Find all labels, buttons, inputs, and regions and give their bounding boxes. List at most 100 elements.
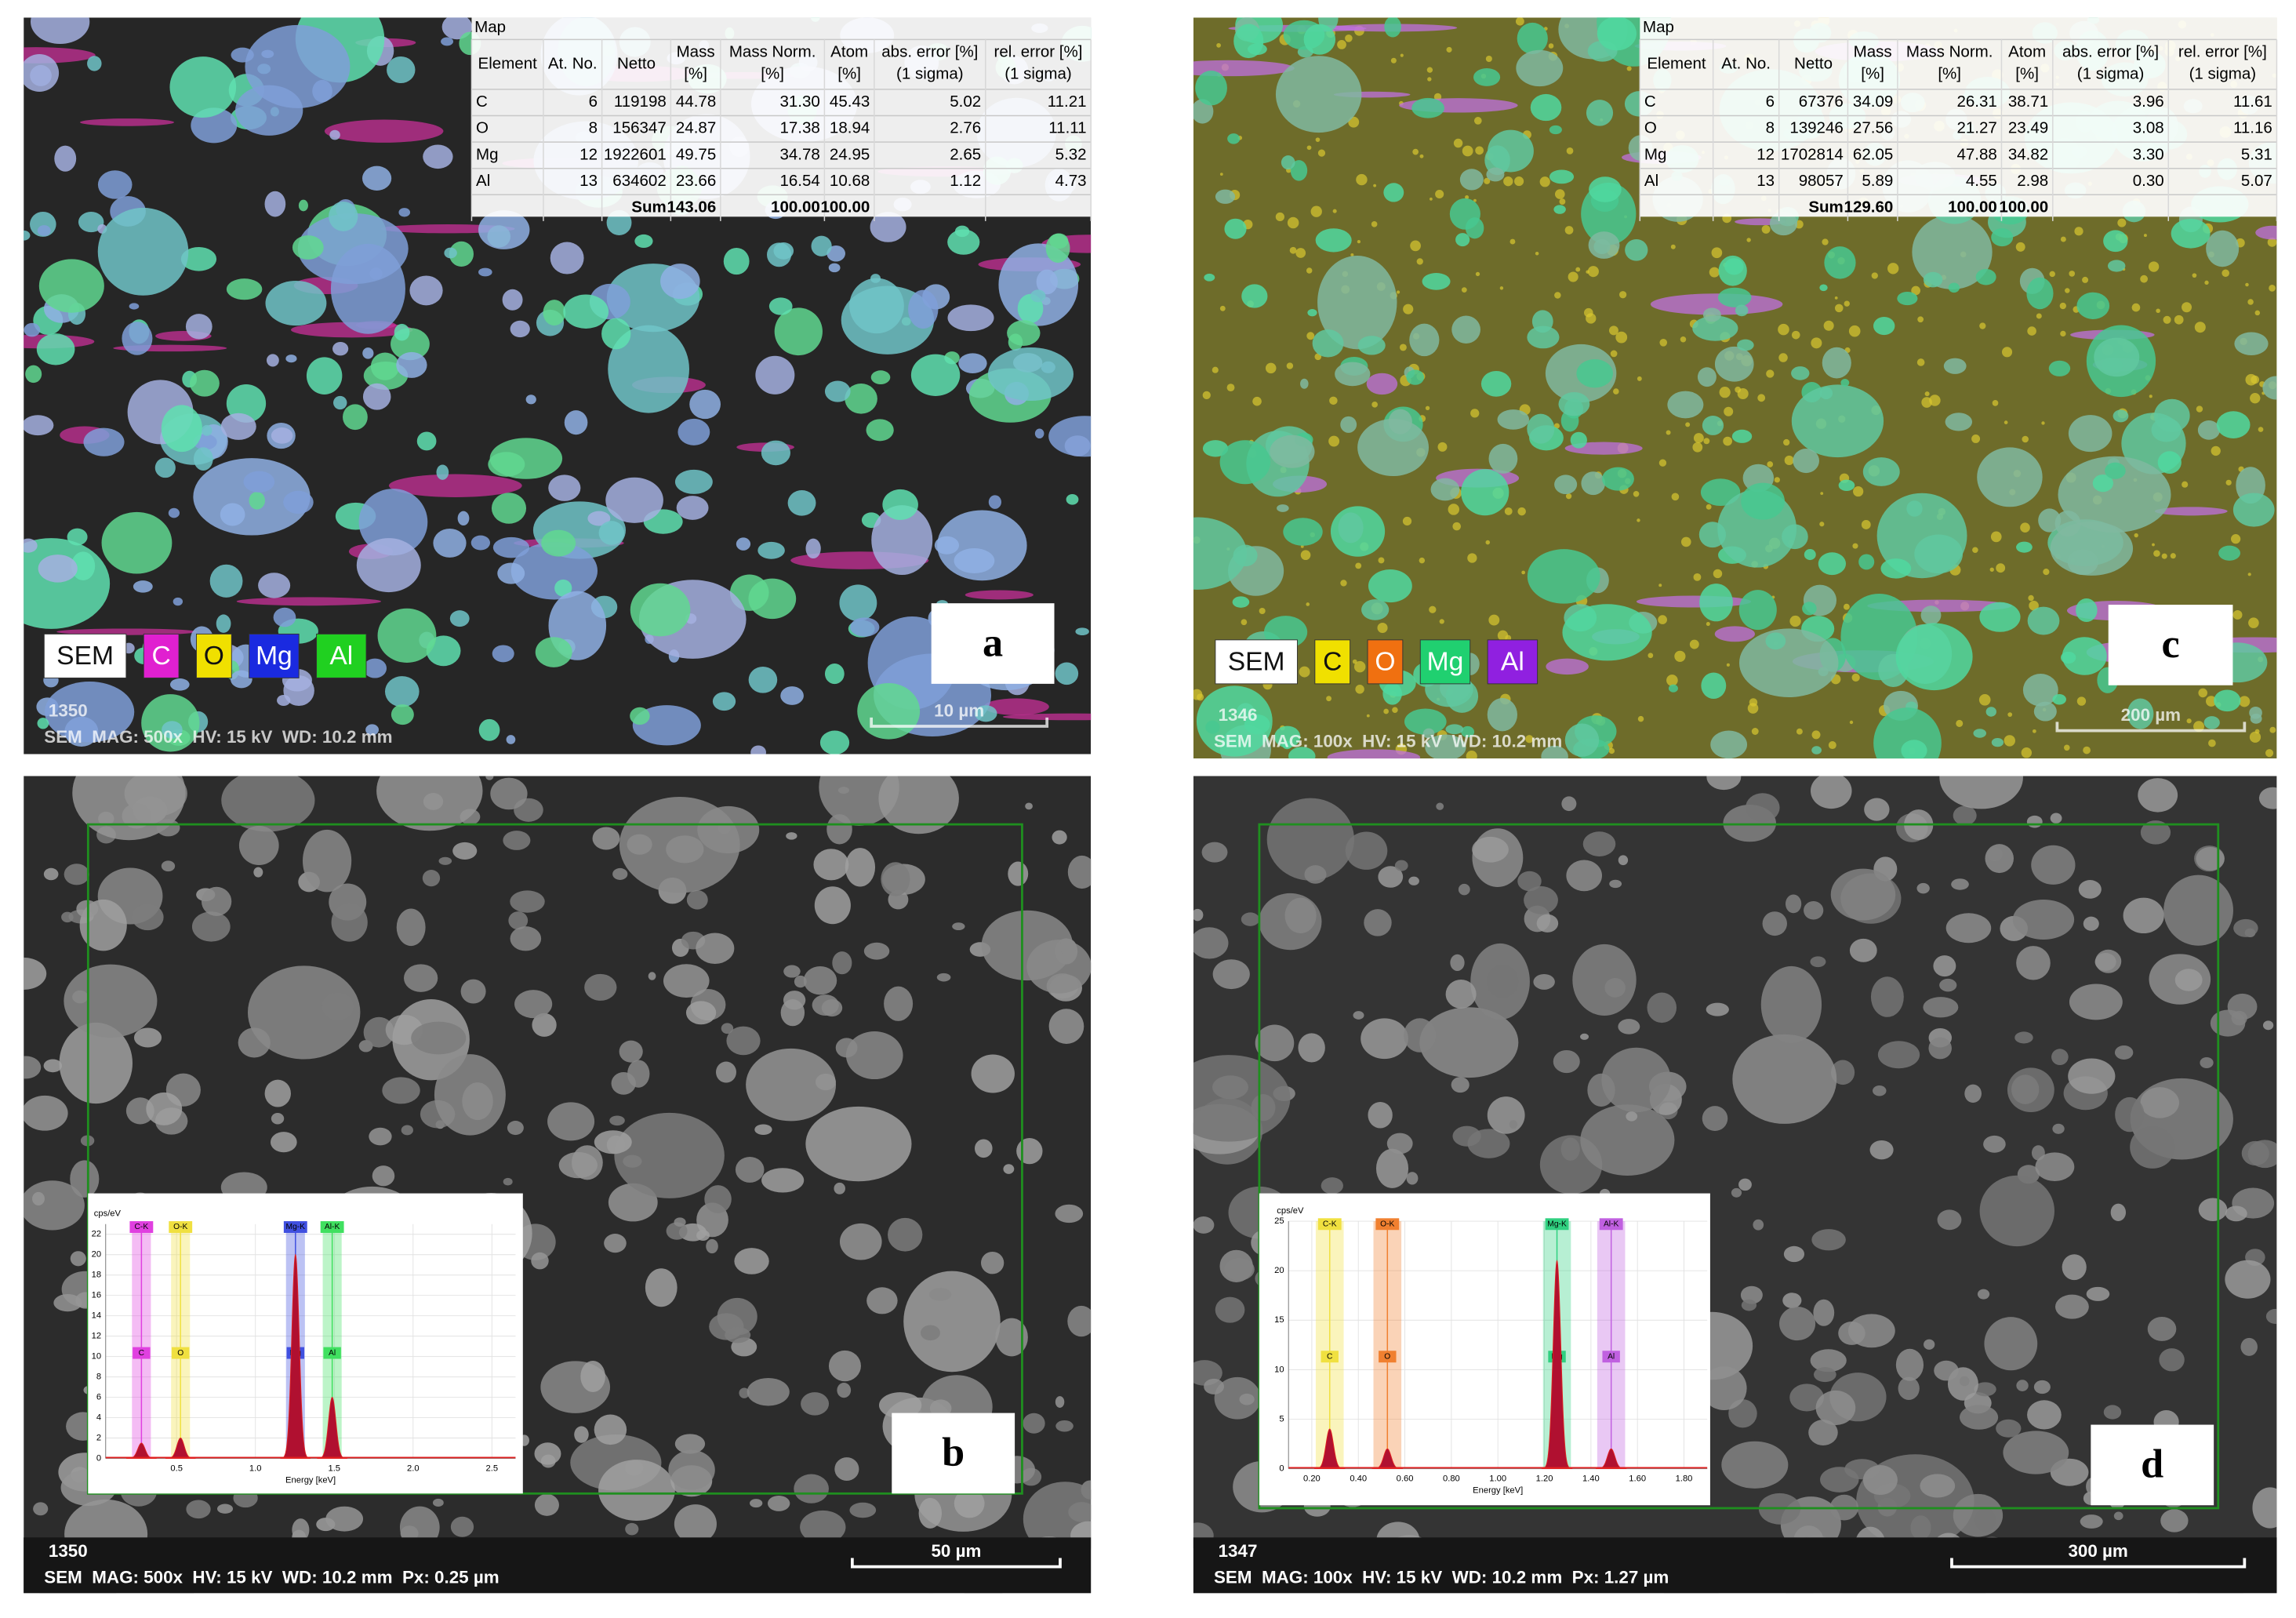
speckle [1295, 248, 1306, 258]
particle [2249, 706, 2262, 719]
particle [748, 666, 778, 693]
particle [974, 705, 997, 722]
table-cell: 5.32 [1055, 145, 1087, 163]
particle [1811, 746, 1822, 754]
particle [780, 686, 804, 705]
particle [748, 578, 797, 620]
particle [543, 300, 566, 326]
particle [1808, 1420, 1838, 1445]
particle [370, 352, 400, 380]
particle [1288, 747, 1316, 759]
particle [238, 825, 279, 865]
speckle [1497, 630, 1509, 641]
particle [987, 347, 1074, 402]
particle [1536, 914, 1559, 933]
particle [750, 1499, 763, 1508]
peak-tag [323, 1347, 341, 1359]
particle [2198, 1198, 2228, 1221]
particle [674, 1434, 706, 1454]
speckle [1565, 493, 1572, 500]
particle [1974, 1507, 1996, 1533]
speckle [1724, 406, 1734, 416]
particle [1408, 876, 1419, 885]
particle [1618, 1019, 1640, 1034]
particle [1831, 1060, 1855, 1085]
particle [2094, 337, 2140, 377]
analysis-region [1258, 823, 2220, 1510]
speckle [1425, 405, 1430, 410]
particle [258, 573, 291, 598]
particle [715, 1061, 736, 1083]
speckle [2254, 729, 2260, 734]
speckle [1819, 522, 1825, 527]
table-header: Netto [1794, 55, 1833, 73]
speckle [1693, 433, 1704, 443]
particle [433, 528, 467, 558]
speckle [1399, 344, 1407, 351]
table-header: [%] [684, 65, 707, 83]
table-cell: 6 [1766, 93, 1775, 111]
speckle [1202, 391, 1211, 400]
particle [422, 870, 441, 887]
speckle [2247, 299, 2254, 305]
particle [866, 1287, 898, 1314]
speckle [2027, 326, 2036, 336]
speckle [1419, 557, 1426, 564]
particle [1668, 684, 1678, 693]
particle [376, 776, 483, 831]
particle [1819, 387, 1833, 400]
particle [189, 369, 220, 397]
table-cell: 2.65 [950, 145, 981, 163]
particle [1445, 979, 1477, 1009]
particle [2127, 698, 2154, 729]
particle [834, 1457, 859, 1482]
particle [2086, 1286, 2110, 1301]
speckle [2060, 330, 2066, 337]
table-cell: 45.43 [830, 93, 870, 111]
particle [936, 973, 951, 982]
particle [1738, 1178, 1752, 1191]
particle [774, 307, 823, 356]
speckle [2117, 218, 2127, 227]
speckle [2247, 573, 2251, 576]
particle [38, 259, 104, 313]
particle [1824, 246, 1856, 279]
particle [54, 145, 77, 172]
particle [436, 464, 449, 480]
particle [2225, 1205, 2247, 1222]
particle [1059, 939, 1077, 955]
particle [330, 243, 405, 334]
particle [1625, 238, 1648, 261]
speckle [1992, 400, 1999, 406]
particle [1214, 1376, 1261, 1420]
particle [1923, 997, 1959, 1018]
speckle [1917, 316, 1924, 323]
particle [441, 37, 454, 46]
particle [1667, 391, 1704, 419]
particle [24, 1056, 42, 1079]
particle [411, 1021, 467, 1055]
particle [648, 972, 656, 980]
particle [888, 1217, 923, 1252]
speckle [1746, 238, 1751, 242]
table-cell: 5.02 [950, 93, 981, 111]
particle [1558, 392, 1590, 416]
particle [398, 208, 411, 217]
particle [1382, 682, 1402, 705]
particle [161, 860, 176, 872]
speckle [1834, 296, 1838, 300]
particle [216, 1503, 234, 1514]
streak [1636, 595, 1752, 608]
peak-tag [1602, 1351, 1620, 1363]
speckle [1485, 540, 1491, 545]
particle [1564, 723, 1600, 757]
particle [1451, 315, 1480, 344]
peak-name: C-K [1323, 1220, 1337, 1228]
particle [1404, 1018, 1437, 1053]
legend-label: Al [329, 642, 353, 671]
particle [824, 380, 851, 402]
particle [1455, 233, 1470, 247]
table-cell: Mg [1644, 145, 1667, 163]
particle [1991, 227, 2014, 247]
speckle [1452, 522, 1462, 531]
